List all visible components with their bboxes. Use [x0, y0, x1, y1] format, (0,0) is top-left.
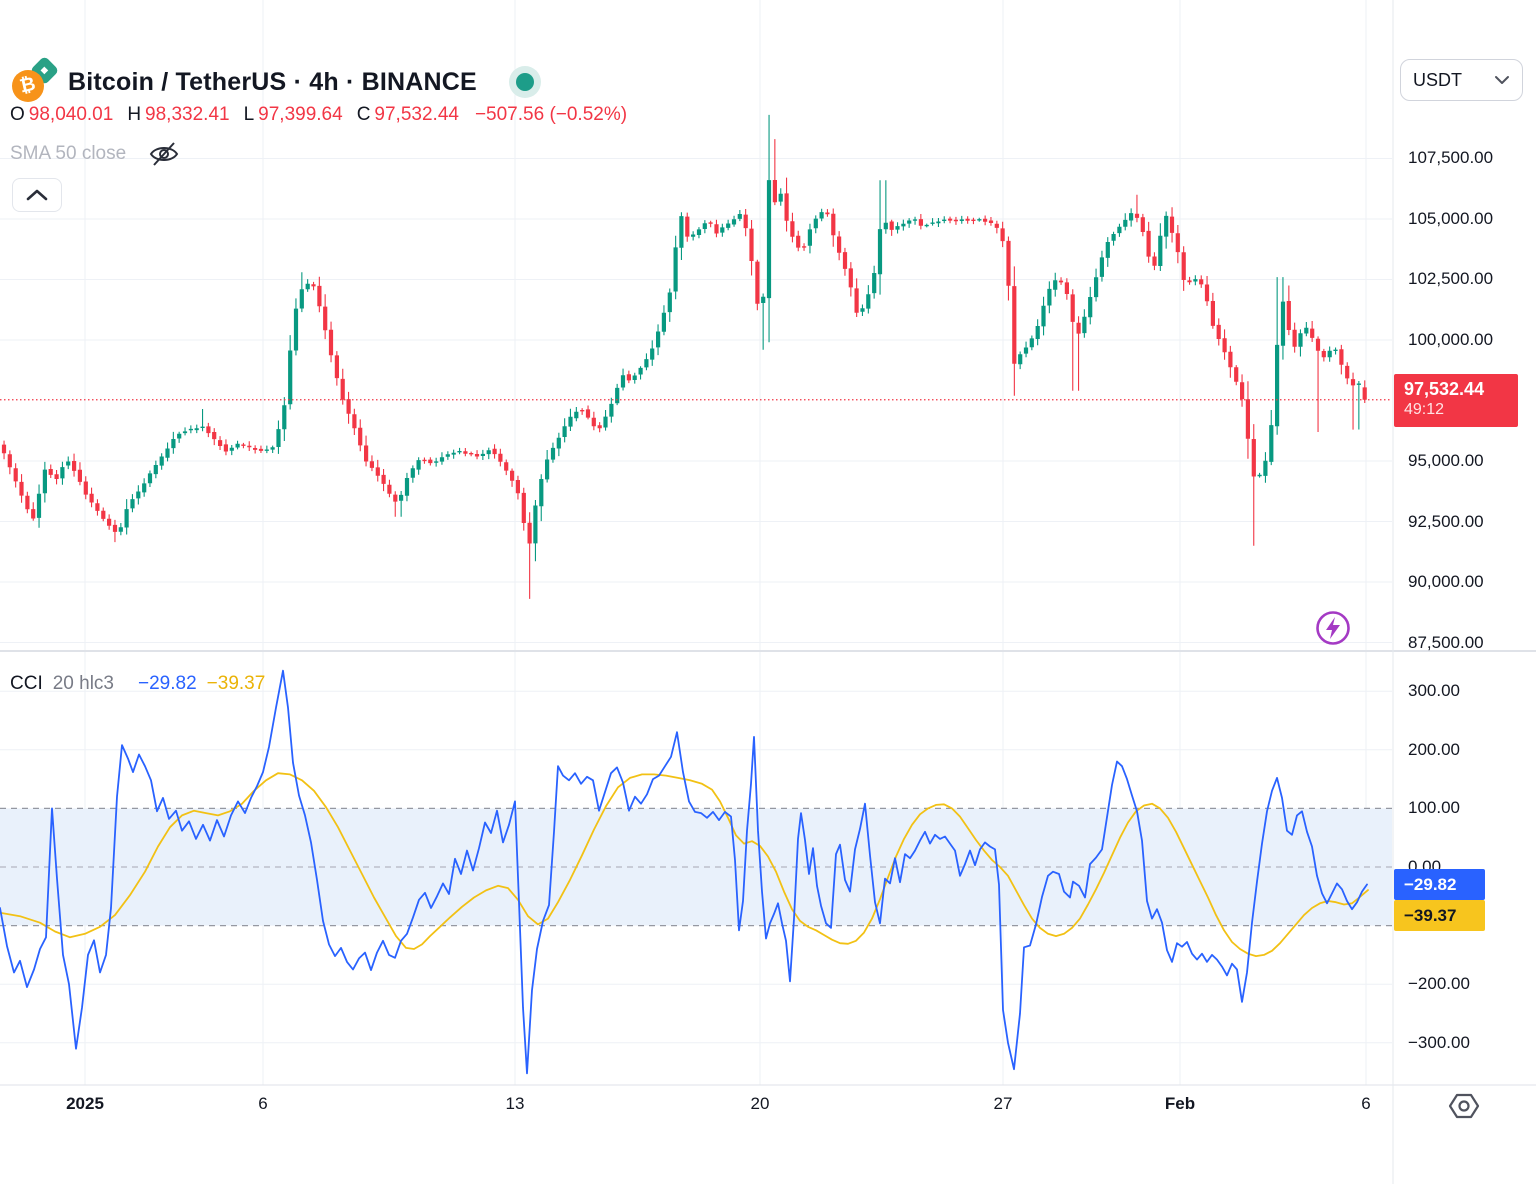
- open-label: O: [10, 104, 25, 125]
- cci-axis-label: −300.00: [1408, 1032, 1470, 1052]
- chevron-down-icon: [1495, 76, 1509, 84]
- high-label: H: [127, 104, 142, 125]
- cci-smoothing-tag: −39.37: [1394, 899, 1485, 931]
- cci-axis-label: −200.00: [1408, 974, 1470, 994]
- low-label: L: [243, 104, 255, 125]
- time-axis-label: 6: [1361, 1094, 1371, 1113]
- symbol-logo: ◆ ₿: [12, 55, 60, 102]
- symbol-header: ◆ ₿ Bitcoin / TetherUS · 4h · BINANCE: [12, 55, 541, 102]
- last-price-value: 97,532.44: [1404, 378, 1485, 399]
- up-bodies: [36, 180, 1361, 544]
- price-axis-label: 95,000.00: [1408, 451, 1484, 470]
- chevron-up-icon: [26, 189, 48, 201]
- cci-axis-label: 100.00: [1408, 798, 1460, 818]
- timezone-settings-button[interactable]: [1447, 1091, 1481, 1126]
- lightning-circle-icon: [1316, 611, 1350, 645]
- time-axis-label: 20: [750, 1094, 770, 1113]
- cci-smoothing-value: −39.37: [206, 673, 266, 694]
- price-axis-label: 87,500.00: [1408, 632, 1484, 652]
- time-axis-label: 27: [993, 1094, 1013, 1113]
- down-wicks: [3, 139, 1366, 599]
- legend-collapse-button[interactable]: [12, 178, 62, 212]
- symbol-title[interactable]: Bitcoin / TetherUS · 4h · BINANCE: [68, 67, 477, 96]
- low-value: 97,399.64: [258, 104, 343, 125]
- cci-main-tag: −29.82: [1394, 868, 1485, 900]
- time-axis-label: 2025: [66, 1094, 104, 1113]
- time-axis-label: Feb: [1164, 1094, 1196, 1113]
- sma-indicator-row[interactable]: SMA 50 close: [10, 140, 180, 168]
- cci-main-value: −29.82: [138, 673, 197, 694]
- time-axis-label: 13: [505, 1094, 525, 1113]
- last-price-tag: 97,532.44 49:12: [1394, 373, 1518, 427]
- price-axis-label: 92,500.00: [1408, 511, 1484, 531]
- market-open-dot: [515, 73, 534, 91]
- open-value: 98,040.01: [28, 104, 114, 125]
- change-value: −507.56 (−0.52%): [474, 104, 628, 125]
- price-axis-label: 90,000.00: [1408, 572, 1484, 591]
- ohlc-readout: O 98,040.01 H 98,332.41 L 97,399.64 C 97…: [10, 104, 627, 126]
- cci-axis-label: 300.00: [1408, 681, 1460, 701]
- price-axis-label: 102,500.00: [1408, 269, 1494, 289]
- cci-name: CCI: [10, 673, 43, 694]
- cci-smoothing-line: [0, 772, 1369, 957]
- down-bodies: [1, 180, 1367, 544]
- hexagon-settings-icon: [1448, 1093, 1480, 1119]
- market-status[interactable]: [508, 66, 541, 98]
- cci-axis-label: 200.00: [1408, 739, 1460, 759]
- close-label: C: [356, 104, 371, 125]
- time-axis-label: 6: [258, 1094, 268, 1113]
- price-axis-label: 105,000.00: [1408, 208, 1494, 228]
- cci-params: 20 hlc3: [52, 673, 115, 694]
- candlestick-series: [1, 114, 1367, 599]
- quick-action-button[interactable]: [1313, 608, 1353, 653]
- price-axis-label: 107,500.00: [1408, 148, 1494, 168]
- bitcoin-coin-icon: ₿: [12, 70, 44, 102]
- close-value: 97,532.44: [374, 104, 459, 125]
- sma-indicator-label: SMA 50 close: [10, 143, 127, 164]
- cci-indicator-row[interactable]: CCI 20 hlc3 −29.82 −39.37: [10, 673, 265, 695]
- price-axis-label: 100,000.00: [1408, 330, 1494, 349]
- candle-countdown: 49:12: [1404, 400, 1445, 418]
- cci-main-line: [0, 669, 1368, 1075]
- cci-series: [0, 669, 1369, 1075]
- up-wicks: [38, 114, 1360, 562]
- eye-slash-icon[interactable]: [148, 140, 180, 168]
- high-value: 98,332.41: [145, 104, 230, 125]
- currency-selector-value: USDT: [1413, 69, 1462, 90]
- currency-selector[interactable]: USDT: [1400, 59, 1523, 101]
